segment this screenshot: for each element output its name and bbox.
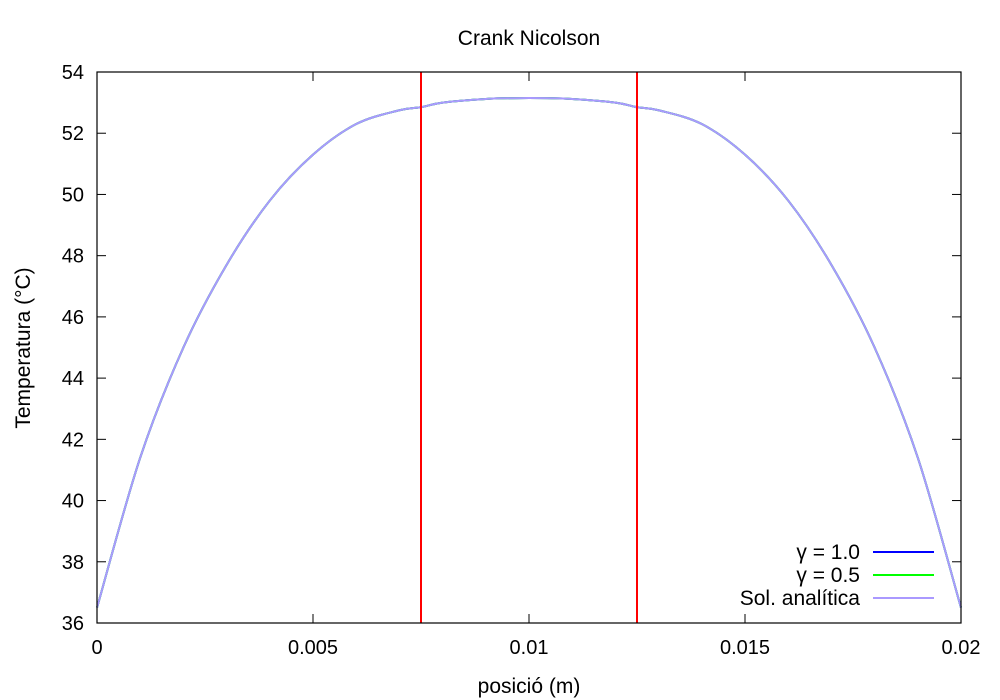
series-line-3 [96, 97, 962, 608]
series-layer [96, 97, 962, 608]
vertical-lines-layer [420, 72, 638, 623]
y-tick-label: 42 [62, 429, 84, 451]
legend-label-3: Sol. analítica [740, 587, 861, 610]
y-tick-label: 52 [62, 123, 84, 145]
y-tick-label: 36 [62, 613, 84, 635]
x-tick-label: 0 [91, 637, 102, 659]
legend-label-2: γ = 0.5 [796, 564, 860, 587]
x-tick-label: 0.01 [510, 637, 549, 659]
y-tick-label: 44 [62, 368, 84, 390]
x-tick-label: 0.015 [720, 637, 770, 659]
y-tick-label: 38 [62, 552, 84, 574]
x-axis-label: posició (m) [478, 675, 581, 698]
y-tick-label: 40 [62, 491, 84, 513]
y-tick-label: 48 [62, 246, 84, 268]
y-axis-label: Temperatura (°C) [12, 267, 35, 428]
x-tick-label: 0.02 [942, 637, 981, 659]
legend-label-1: γ = 1.0 [796, 541, 860, 564]
series-line-2 [96, 97, 962, 608]
x-tick-label: 0.005 [288, 637, 338, 659]
y-tick-label: 50 [62, 184, 84, 206]
y-ticks: 36 38 40 42 44 46 48 50 52 54 [62, 62, 961, 635]
series-line-1 [96, 97, 962, 608]
y-tick-label: 54 [62, 62, 84, 84]
x-ticks: 0 0.005 0.01 0.015 0.02 [91, 72, 980, 659]
y-tick-label: 46 [62, 307, 84, 329]
chart-title: Crank Nicolson [458, 27, 600, 50]
